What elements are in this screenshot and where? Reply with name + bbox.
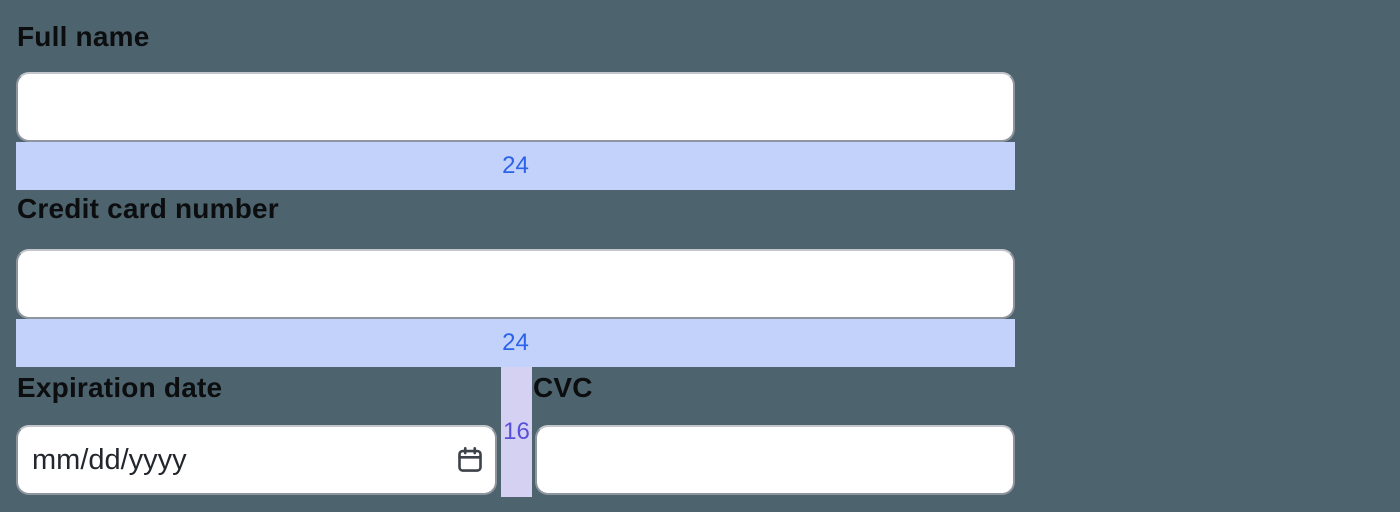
expiration-date-input[interactable] [16,425,497,495]
expiration-date-field [16,425,497,495]
row-gap-indicator-2: 24 [16,319,1015,367]
calendar-icon[interactable] [455,445,485,475]
column-gap-value: 16 [503,418,530,445]
card-number-input[interactable] [16,249,1015,319]
card-number-label: Credit card number [17,193,279,224]
cvc-input[interactable] [535,425,1015,495]
cvc-label: CVC [533,372,593,403]
full-name-label: Full name [17,21,150,52]
row-gap-value-2: 24 [502,329,529,356]
full-name-input[interactable] [16,72,1015,142]
column-gap-indicator: 16 [501,367,532,497]
row-gap-value-1: 24 [502,152,529,179]
row-gap-indicator-1: 24 [16,142,1015,190]
expiration-date-label: Expiration date [17,372,223,403]
